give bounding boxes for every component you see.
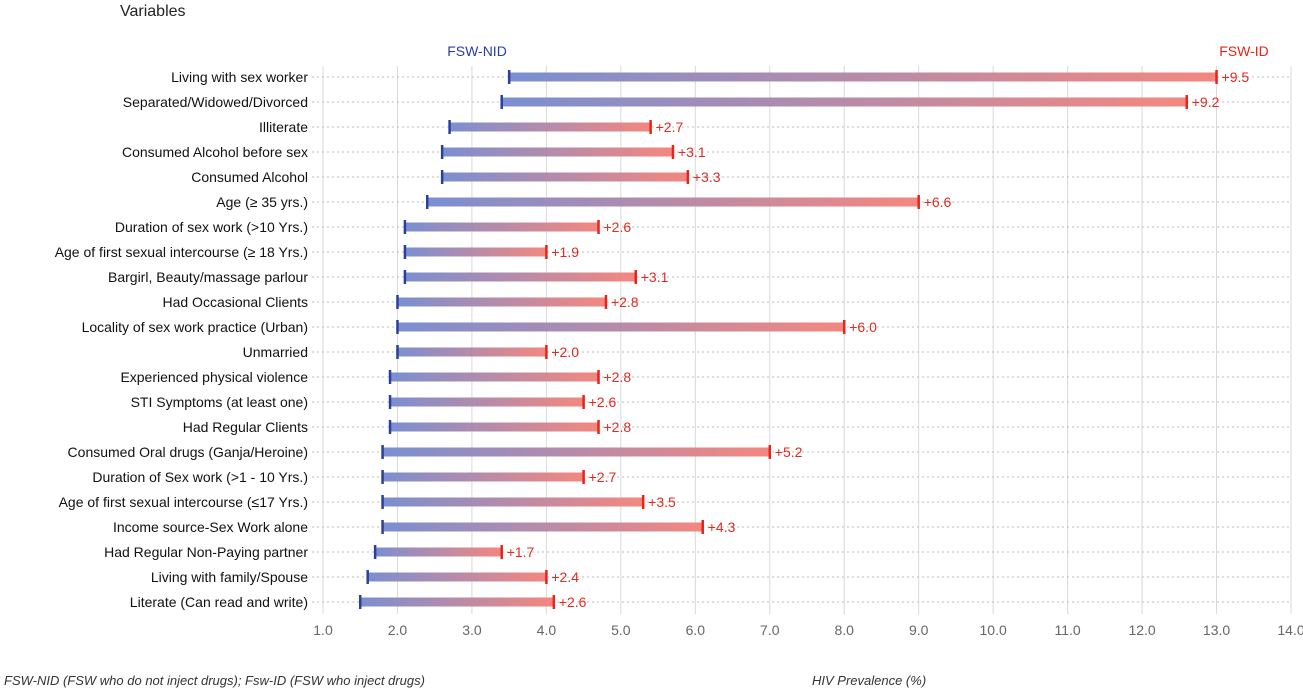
row-label: Had Regular Non-Paying partner (104, 544, 308, 560)
gridlines (322, 66, 1292, 614)
row-label: Living with family/Spouse (151, 569, 308, 585)
x-tick-label: 13.0 (1203, 622, 1230, 638)
series-label-id: FSW-ID (1219, 43, 1269, 59)
difference-label: +2.8 (604, 419, 632, 435)
x-axis-ticks: 1.0 2.0 3.0 4.0 5.0 6.0 7.0 8.0 9.0 10.0 11.0 12.0 1… (313, 622, 1303, 638)
x-tick-label: 1.0 (313, 622, 333, 638)
difference-label: +6.6 (924, 194, 952, 210)
row-label: Literate (Can read and write) (130, 594, 308, 610)
difference-label: +9.2 (1192, 94, 1220, 110)
row-label: Experienced physical violence (120, 369, 308, 385)
difference-label: +2.7 (589, 469, 617, 485)
x-tick-label: 5.0 (611, 622, 631, 638)
row-label: Age of first sexual intercourse (≥ 18 Yr… (55, 244, 308, 260)
range-bar (397, 347, 547, 357)
range-bar (404, 222, 599, 232)
range-bar (427, 197, 919, 207)
difference-label: +3.1 (641, 269, 669, 285)
difference-label: +3.3 (693, 169, 721, 185)
row-label: Bargirl, Beauty/massage parlour (108, 269, 308, 285)
row-label: Age of first sexual intercourse (≤17 Yrs… (59, 494, 308, 510)
range-bar (382, 497, 644, 507)
difference-label: +3.5 (648, 494, 676, 510)
range-bar (404, 272, 636, 282)
range-bar (397, 297, 606, 307)
difference-label: +9.5 (1222, 69, 1250, 85)
x-tick-label: 14.0 (1277, 622, 1303, 638)
difference-label: +1.7 (507, 544, 535, 560)
row-label: Living with sex worker (171, 69, 308, 85)
x-tick-label: 4.0 (537, 622, 557, 638)
x-tick-label: 2.0 (388, 622, 408, 638)
difference-label: +2.8 (604, 369, 632, 385)
range-bar (382, 522, 703, 532)
row-label: Consumed Alcohol before sex (122, 144, 308, 160)
series-label-nid: FSW-NID (447, 43, 507, 59)
range-bar (442, 172, 688, 182)
range-bar (397, 322, 845, 332)
range-bar (375, 547, 502, 557)
row-guides (312, 76, 1291, 603)
range-bar (360, 597, 554, 607)
row-label: Had Regular Clients (183, 419, 308, 435)
difference-label: +3.1 (678, 144, 706, 160)
difference-label: +2.8 (611, 294, 639, 310)
difference-label: +2.6 (604, 219, 632, 235)
row-label: Income source-Sex Work alone (113, 519, 308, 535)
x-tick-label: 6.0 (686, 622, 706, 638)
x-tick-label: 11.0 (1055, 622, 1081, 638)
difference-label: +2.4 (551, 569, 579, 585)
x-tick-label: 10.0 (980, 622, 1007, 638)
x-tick-label: 12.0 (1128, 622, 1155, 638)
row-label: Locality of sex work practice (Urban) (82, 319, 308, 335)
range-bar (382, 447, 770, 457)
difference-label: +2.6 (589, 394, 617, 410)
difference-label: +2.6 (559, 594, 587, 610)
x-tick-label: 8.0 (834, 622, 854, 638)
x-axis-title: HIV Prevalence (%) (812, 673, 927, 688)
row-label: Illiterate (259, 119, 308, 135)
range-bar (509, 72, 1217, 82)
range-bar (501, 97, 1187, 107)
range-bar (390, 422, 599, 432)
row-label: Duration of sex work (>10 Yrs.) (115, 219, 308, 235)
bars-layer: Living with sex worker +9.5 Separated/Wido… (55, 69, 1250, 610)
x-tick-label: 7.0 (760, 622, 780, 638)
row-label: STI Symptoms (at least one) (131, 394, 308, 410)
footnote: FSW-NID (FSW who do not inject drugs); F… (4, 673, 425, 688)
x-tick-label: 3.0 (462, 622, 482, 638)
row-label: Unmarried (243, 344, 308, 360)
range-bar (367, 572, 547, 582)
range-bar (390, 397, 584, 407)
row-label: Consumed Oral drugs (Ganja/Heroine) (68, 444, 308, 460)
row-label: Had Occasional Clients (162, 294, 308, 310)
range-bar (382, 472, 584, 482)
difference-label: +2.7 (656, 119, 684, 135)
row-label: Age (≥ 35 yrs.) (216, 194, 308, 210)
row-label: Duration of Sex work (>1 - 10 Yrs.) (92, 469, 308, 485)
row-label: Separated/Widowed/Divorced (123, 94, 308, 110)
range-bar (442, 147, 673, 157)
range-bar (449, 122, 651, 132)
range-bar (404, 247, 547, 257)
y-axis-title: Variables (120, 3, 186, 20)
difference-label: +4.3 (708, 519, 736, 535)
difference-label: +2.0 (551, 344, 579, 360)
difference-label: +5.2 (775, 444, 803, 460)
range-bar (390, 372, 599, 382)
difference-label: +1.9 (551, 244, 579, 260)
row-label: Consumed Alcohol (191, 169, 308, 185)
difference-label: +6.0 (849, 319, 877, 335)
x-tick-label: 9.0 (909, 622, 929, 638)
